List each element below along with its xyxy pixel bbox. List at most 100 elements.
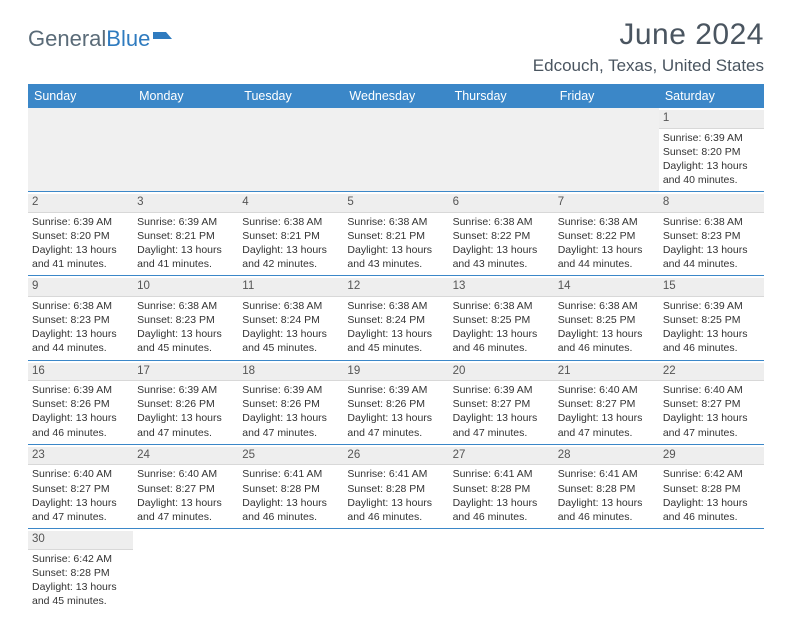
sunrise-text: Sunrise: 6:38 AM [32, 299, 129, 313]
daylight-text: Daylight: 13 hours and 46 minutes. [242, 496, 339, 524]
daylight-text: Daylight: 13 hours and 41 minutes. [32, 243, 129, 271]
calendar-cell: 15Sunrise: 6:39 AMSunset: 8:25 PMDayligh… [659, 276, 764, 360]
sunrise-text: Sunrise: 6:39 AM [663, 131, 760, 145]
daylight-text: Daylight: 13 hours and 42 minutes. [242, 243, 339, 271]
daylight-text: Daylight: 13 hours and 45 minutes. [347, 327, 444, 355]
calendar-cell: 22Sunrise: 6:40 AMSunset: 8:27 PMDayligh… [659, 360, 764, 444]
daylight-text: Daylight: 13 hours and 47 minutes. [242, 411, 339, 439]
logo-text-blue: Blue [106, 26, 150, 52]
sunrise-text: Sunrise: 6:38 AM [558, 299, 655, 313]
day-number: 28 [554, 447, 659, 466]
sunrise-text: Sunrise: 6:41 AM [347, 467, 444, 481]
daylight-text: Daylight: 13 hours and 46 minutes. [453, 327, 550, 355]
sunrise-text: Sunrise: 6:40 AM [32, 467, 129, 481]
sunset-text: Sunset: 8:24 PM [242, 313, 339, 327]
calendar-cell [238, 529, 343, 613]
day-number: 9 [28, 278, 133, 297]
page-header: GeneralBlue June 2024 Edcouch, Texas, Un… [28, 18, 764, 76]
flag-icon [152, 26, 174, 52]
calendar-cell [554, 108, 659, 192]
day-number: 2 [28, 194, 133, 213]
day-number: 24 [133, 447, 238, 466]
sunrise-text: Sunrise: 6:39 AM [453, 383, 550, 397]
calendar-cell: 16Sunrise: 6:39 AMSunset: 8:26 PMDayligh… [28, 360, 133, 444]
calendar-week: 2Sunrise: 6:39 AMSunset: 8:20 PMDaylight… [28, 192, 764, 276]
sunrise-text: Sunrise: 6:42 AM [32, 552, 129, 566]
calendar-page: GeneralBlue June 2024 Edcouch, Texas, Un… [0, 0, 792, 630]
daylight-text: Daylight: 13 hours and 47 minutes. [137, 496, 234, 524]
daylight-text: Daylight: 13 hours and 46 minutes. [347, 496, 444, 524]
calendar-cell: 21Sunrise: 6:40 AMSunset: 8:27 PMDayligh… [554, 360, 659, 444]
sunset-text: Sunset: 8:22 PM [558, 229, 655, 243]
daylight-text: Daylight: 13 hours and 46 minutes. [32, 411, 129, 439]
sunset-text: Sunset: 8:21 PM [242, 229, 339, 243]
calendar-cell: 28Sunrise: 6:41 AMSunset: 8:28 PMDayligh… [554, 444, 659, 528]
calendar-week: 16Sunrise: 6:39 AMSunset: 8:26 PMDayligh… [28, 360, 764, 444]
calendar-cell: 27Sunrise: 6:41 AMSunset: 8:28 PMDayligh… [449, 444, 554, 528]
daylight-text: Daylight: 13 hours and 46 minutes. [558, 496, 655, 524]
sunset-text: Sunset: 8:26 PM [347, 397, 444, 411]
weekday-header: Monday [133, 84, 238, 108]
sunset-text: Sunset: 8:25 PM [558, 313, 655, 327]
weekday-header: Tuesday [238, 84, 343, 108]
day-number: 3 [133, 194, 238, 213]
daylight-text: Daylight: 13 hours and 43 minutes. [347, 243, 444, 271]
calendar-cell [449, 108, 554, 192]
calendar-cell: 23Sunrise: 6:40 AMSunset: 8:27 PMDayligh… [28, 444, 133, 528]
sunrise-text: Sunrise: 6:42 AM [663, 467, 760, 481]
calendar-cell: 26Sunrise: 6:41 AMSunset: 8:28 PMDayligh… [343, 444, 448, 528]
calendar-cell: 25Sunrise: 6:41 AMSunset: 8:28 PMDayligh… [238, 444, 343, 528]
weekday-row: SundayMondayTuesdayWednesdayThursdayFrid… [28, 84, 764, 108]
day-number: 26 [343, 447, 448, 466]
daylight-text: Daylight: 13 hours and 46 minutes. [453, 496, 550, 524]
daylight-text: Daylight: 13 hours and 41 minutes. [137, 243, 234, 271]
day-number: 10 [133, 278, 238, 297]
sunrise-text: Sunrise: 6:39 AM [663, 299, 760, 313]
day-number: 20 [449, 363, 554, 382]
sunset-text: Sunset: 8:27 PM [558, 397, 655, 411]
calendar-cell: 18Sunrise: 6:39 AMSunset: 8:26 PMDayligh… [238, 360, 343, 444]
calendar-cell [133, 108, 238, 192]
sunrise-text: Sunrise: 6:38 AM [453, 215, 550, 229]
sunset-text: Sunset: 8:22 PM [453, 229, 550, 243]
sunrise-text: Sunrise: 6:40 AM [663, 383, 760, 397]
sunrise-text: Sunrise: 6:38 AM [137, 299, 234, 313]
daylight-text: Daylight: 13 hours and 47 minutes. [558, 411, 655, 439]
sunset-text: Sunset: 8:28 PM [558, 482, 655, 496]
daylight-text: Daylight: 13 hours and 45 minutes. [137, 327, 234, 355]
day-number: 6 [449, 194, 554, 213]
sunset-text: Sunset: 8:28 PM [32, 566, 129, 580]
calendar-cell: 1Sunrise: 6:39 AMSunset: 8:20 PMDaylight… [659, 108, 764, 192]
daylight-text: Daylight: 13 hours and 47 minutes. [453, 411, 550, 439]
day-number: 16 [28, 363, 133, 382]
calendar-cell: 4Sunrise: 6:38 AMSunset: 8:21 PMDaylight… [238, 192, 343, 276]
calendar-week: 23Sunrise: 6:40 AMSunset: 8:27 PMDayligh… [28, 444, 764, 528]
sunset-text: Sunset: 8:24 PM [347, 313, 444, 327]
sunrise-text: Sunrise: 6:38 AM [242, 299, 339, 313]
calendar-cell [554, 529, 659, 613]
sunrise-text: Sunrise: 6:38 AM [347, 215, 444, 229]
sunset-text: Sunset: 8:26 PM [242, 397, 339, 411]
weekday-header: Saturday [659, 84, 764, 108]
day-number: 22 [659, 363, 764, 382]
sunrise-text: Sunrise: 6:41 AM [453, 467, 550, 481]
day-number: 12 [343, 278, 448, 297]
daylight-text: Daylight: 13 hours and 46 minutes. [663, 327, 760, 355]
calendar-week: 30Sunrise: 6:42 AMSunset: 8:28 PMDayligh… [28, 529, 764, 613]
calendar-cell [343, 108, 448, 192]
sunset-text: Sunset: 8:20 PM [32, 229, 129, 243]
sunset-text: Sunset: 8:27 PM [453, 397, 550, 411]
sunrise-text: Sunrise: 6:39 AM [137, 215, 234, 229]
calendar-cell: 9Sunrise: 6:38 AMSunset: 8:23 PMDaylight… [28, 276, 133, 360]
sunset-text: Sunset: 8:25 PM [453, 313, 550, 327]
day-number: 29 [659, 447, 764, 466]
day-number: 19 [343, 363, 448, 382]
calendar-cell: 5Sunrise: 6:38 AMSunset: 8:21 PMDaylight… [343, 192, 448, 276]
calendar-head: SundayMondayTuesdayWednesdayThursdayFrid… [28, 84, 764, 108]
daylight-text: Daylight: 13 hours and 45 minutes. [32, 580, 129, 608]
sunrise-text: Sunrise: 6:39 AM [32, 383, 129, 397]
calendar-cell: 29Sunrise: 6:42 AMSunset: 8:28 PMDayligh… [659, 444, 764, 528]
daylight-text: Daylight: 13 hours and 45 minutes. [242, 327, 339, 355]
day-number: 1 [659, 110, 764, 129]
weekday-header: Friday [554, 84, 659, 108]
